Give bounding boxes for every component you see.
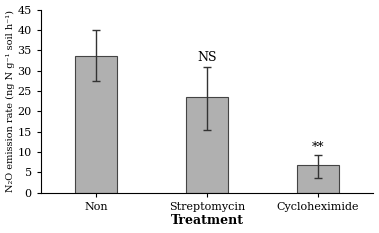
Bar xyxy=(186,97,228,193)
X-axis label: Treatment: Treatment xyxy=(171,214,244,227)
Bar xyxy=(297,165,339,193)
Bar xyxy=(75,56,117,193)
Y-axis label: N₂O emission rate (ng N g⁻¹ soil h⁻¹): N₂O emission rate (ng N g⁻¹ soil h⁻¹) xyxy=(6,10,15,192)
Text: **: ** xyxy=(312,141,324,154)
Text: NS: NS xyxy=(197,51,217,65)
